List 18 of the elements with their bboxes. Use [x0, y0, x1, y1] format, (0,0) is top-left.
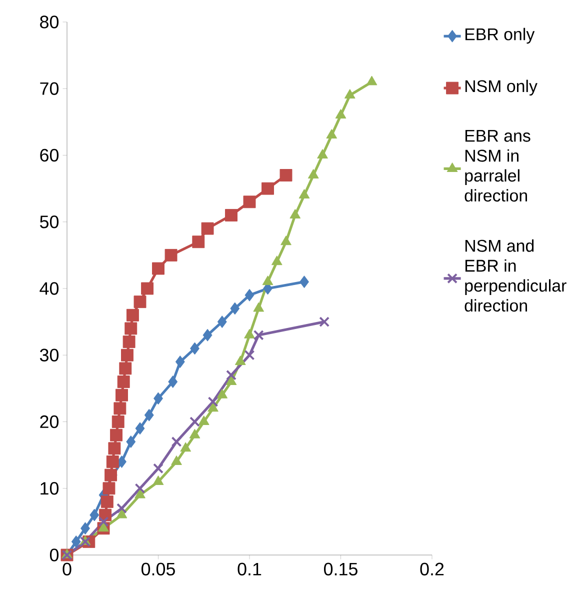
y-tick-label: 40 [40, 282, 59, 295]
y-tick-label: 70 [40, 82, 59, 95]
y-tick-label: 50 [40, 216, 59, 228]
legend-label: EBR ans NSM in parralel direction [464, 130, 530, 202]
y-tick-label: 10 [40, 482, 59, 495]
y-tick-label: 60 [40, 148, 59, 162]
y-tick-label: 80 [40, 16, 59, 28]
legend-label: NSM only [465, 80, 538, 96]
y-tick-label: 30 [40, 348, 59, 362]
x-tick-label: 0.1 [238, 562, 262, 576]
y-tick-label: 0 [50, 548, 59, 562]
legend-label: NSM and EBR in perpendicular direction [464, 239, 566, 312]
x-tick-label: 0.2 [420, 562, 444, 576]
x-tick-label: 0.15 [324, 562, 358, 576]
legend-label: EBR only [465, 28, 535, 44]
x-tick-label: 0 [62, 562, 72, 576]
x-tick-label: 0.05 [142, 562, 175, 576]
y-tick-label: 20 [40, 415, 59, 428]
